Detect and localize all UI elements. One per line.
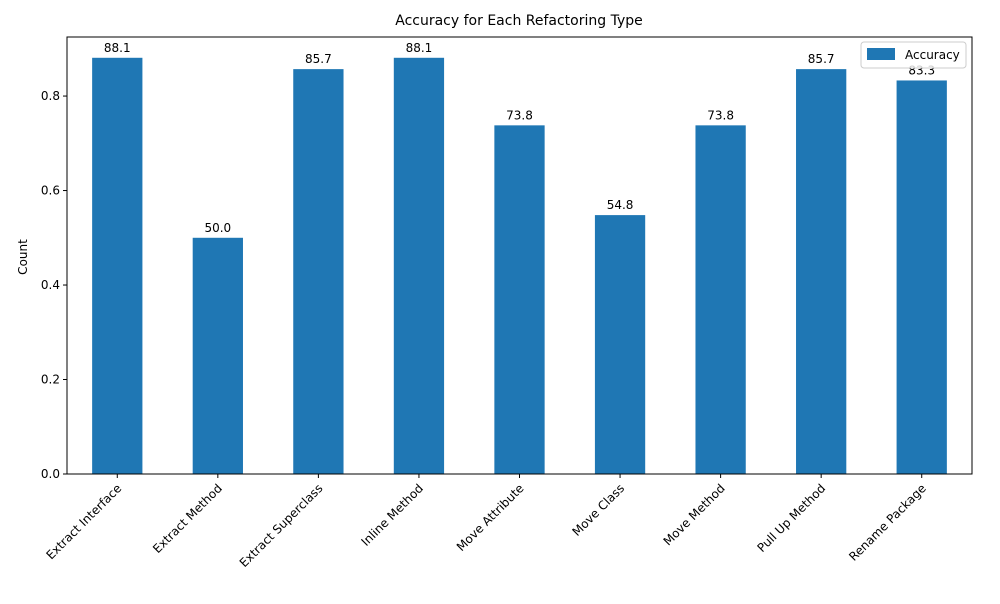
legend: Accuracy — [860, 41, 967, 69]
bar-value-label: 88.1 — [104, 41, 131, 55]
y-tick-label: 0.6 — [41, 184, 60, 198]
x-tick-label: Extract Interface — [43, 481, 124, 562]
bar — [393, 57, 445, 475]
x-tick-label: Move Attribute — [454, 481, 527, 554]
bar-value-label: 88.1 — [406, 41, 433, 55]
bar-value-label: 73.8 — [506, 108, 533, 122]
y-tick-label: 0.2 — [41, 373, 60, 387]
bar — [896, 80, 947, 475]
bar-value-label: 85.7 — [305, 52, 332, 66]
bar — [796, 69, 847, 475]
plot-frame — [66, 36, 973, 475]
bar — [293, 69, 344, 475]
x-tick-label: Pull Up Method — [755, 481, 829, 555]
bar-value-label: 85.7 — [808, 52, 835, 66]
bar-value-label: 50.0 — [204, 221, 231, 235]
bars-layer — [92, 57, 947, 475]
bar — [92, 57, 143, 475]
x-tick-label: Move Class — [569, 481, 627, 539]
x-tick-label: Inline Method — [358, 481, 426, 549]
bar-value-label: 73.8 — [707, 108, 734, 122]
bar-value-label: 54.8 — [607, 198, 634, 212]
x-tick-label: Extract Method — [150, 481, 225, 556]
x-tick-label: Move Method — [661, 481, 728, 548]
x-tick-label: Rename Package — [846, 481, 929, 564]
legend-swatch — [867, 48, 895, 60]
chart-title: Accuracy for Each Refactoring Type — [395, 13, 643, 29]
legend-label: Accuracy — [905, 48, 960, 62]
bar — [494, 125, 545, 475]
bar — [695, 125, 746, 475]
ticks-layer: Extract Interface Extract Method Extract S… — [41, 89, 929, 570]
bar — [594, 215, 646, 474]
data-labels-layer: 88.150.085.788.173.854.873.885.783.3 — [104, 41, 935, 235]
y-tick-label: 0.4 — [41, 278, 60, 292]
y-tick-label: 0.0 — [41, 467, 60, 481]
bar — [192, 237, 243, 474]
x-tick-label: Extract Superclass — [237, 481, 326, 570]
y-axis-label: Count — [16, 239, 30, 275]
y-tick-label: 0.8 — [41, 89, 60, 103]
